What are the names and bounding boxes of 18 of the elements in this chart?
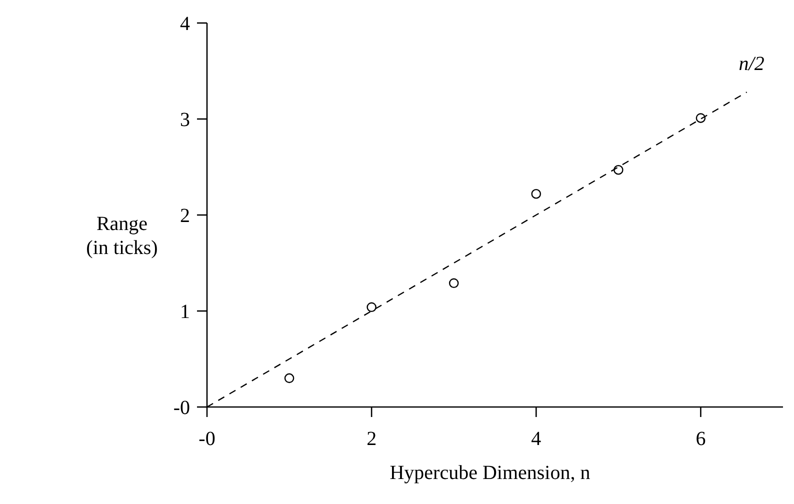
y-tick-label: 1 <box>180 301 190 323</box>
series-label: n/2 <box>738 53 764 76</box>
point <box>614 164 624 175</box>
x-tick-label: 6 <box>696 428 706 450</box>
y-tick-label: 3 <box>180 109 190 131</box>
x-axis-title: Hypercube Dimension, n <box>390 462 590 484</box>
point <box>531 188 542 199</box>
x-tick-label: 4 <box>531 428 542 450</box>
y-tick-label: -0 <box>173 397 190 419</box>
point <box>448 278 459 288</box>
point <box>366 302 376 312</box>
y-tick-label: 2 <box>180 205 190 227</box>
x-tick-label: 2 <box>366 428 377 450</box>
point <box>284 373 294 384</box>
y-tick-label: 4 <box>180 13 190 35</box>
x-tick-label: -0 <box>198 428 216 450</box>
y-axis-title: Range (in ticks) <box>86 213 158 259</box>
point <box>696 113 706 123</box>
